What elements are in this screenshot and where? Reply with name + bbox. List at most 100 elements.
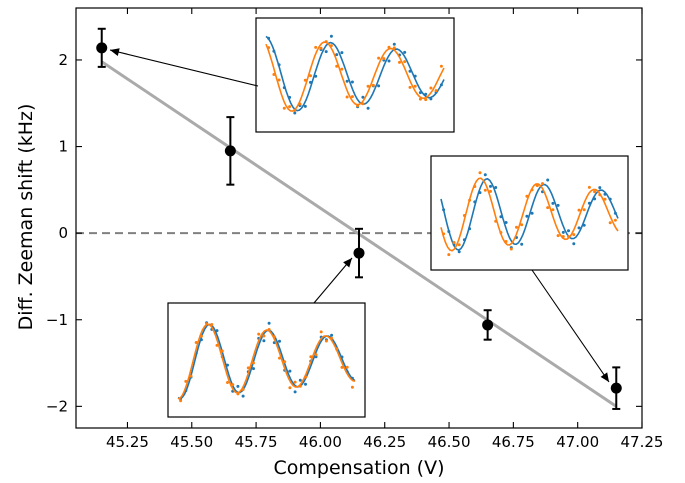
inset-data-dot xyxy=(314,353,318,357)
inset-data-dot xyxy=(489,189,492,193)
inset-data-dot xyxy=(387,45,391,49)
inset-data-dot xyxy=(319,330,323,334)
inset-data-dot xyxy=(608,197,612,201)
inset-data-dot xyxy=(314,45,318,49)
inset-data-dot xyxy=(335,347,339,351)
inset-data-dot xyxy=(262,339,266,343)
inset-data-dot xyxy=(429,86,433,90)
inset-data-dot xyxy=(298,378,302,382)
inset-data-dot xyxy=(530,211,534,215)
inset-data-dot xyxy=(377,84,381,88)
inset-data-dot xyxy=(252,361,255,365)
data-point-0 xyxy=(96,27,108,68)
inset-data-dot xyxy=(282,86,286,90)
x-tick-label: 45.25 xyxy=(106,433,149,451)
inset-data-dot xyxy=(567,235,570,239)
x-axis-label: Compensation (V) xyxy=(274,457,445,479)
inset-data-dot xyxy=(582,208,586,212)
inset-data-dot xyxy=(525,194,529,198)
inset-data-dot xyxy=(515,225,518,229)
inset-data-dot xyxy=(382,57,386,61)
x-tick-label: 46.00 xyxy=(299,433,342,451)
inset-data-dot xyxy=(194,341,198,344)
inset-data-dot xyxy=(361,102,365,106)
inset-data-dot xyxy=(499,215,503,219)
inset-data-dot xyxy=(520,223,524,227)
inset-data-dot xyxy=(345,365,349,369)
inset-data-dot xyxy=(418,97,422,101)
inset-data-dot xyxy=(288,386,292,390)
inset-data-dot xyxy=(366,106,370,110)
inset-data-dot xyxy=(593,190,597,194)
inset-data-dot xyxy=(457,243,461,247)
point-marker xyxy=(96,42,108,54)
inset-data-dot xyxy=(408,85,412,89)
inset-data-dot xyxy=(335,53,339,57)
inset-data-dot xyxy=(210,323,214,326)
inset-data-dot xyxy=(345,95,349,99)
inset-data-dot xyxy=(551,201,555,205)
inset-data-dot xyxy=(277,78,281,82)
arrow-head xyxy=(110,48,120,57)
inset-data-dot xyxy=(199,338,203,342)
inset-data-dot xyxy=(267,321,271,325)
inset-data-dot xyxy=(215,343,219,347)
inset-data-dot xyxy=(424,98,428,102)
inset-data-dot xyxy=(462,238,466,242)
inset-data-dot xyxy=(483,188,487,192)
inset-data-dot xyxy=(613,218,617,222)
inset-data-dot xyxy=(309,74,312,78)
inset-data-dot xyxy=(504,240,508,243)
inset-data-dot xyxy=(288,95,292,99)
inset-data-dot xyxy=(330,333,334,337)
point-marker xyxy=(610,382,622,394)
inset-data-dot xyxy=(398,60,401,64)
inset-data-dot xyxy=(556,203,560,207)
inset-data-dot xyxy=(439,83,443,87)
inset-data-dot xyxy=(478,171,482,175)
inset-data-dot xyxy=(520,242,524,246)
inset-data-dot xyxy=(226,363,229,367)
inset-data-dot xyxy=(267,328,271,331)
inset-data-dot xyxy=(272,73,276,76)
inset-data-dot xyxy=(530,188,534,192)
point-marker xyxy=(224,145,236,157)
inset-data-dot xyxy=(184,379,188,383)
inset-data-dot xyxy=(593,197,597,201)
inset-data-dot xyxy=(278,356,281,360)
inset-data-dot xyxy=(282,106,286,110)
inset-data-dot xyxy=(371,83,375,87)
point-marker xyxy=(482,319,494,331)
inset-data-dot xyxy=(468,227,472,231)
inset-data-dot xyxy=(546,206,550,210)
inset-data-dot xyxy=(241,394,245,398)
inset-data-dot xyxy=(429,97,433,101)
inset-data-dot xyxy=(473,185,477,188)
inset-data-dot xyxy=(447,253,451,257)
inset-data-dot xyxy=(457,250,461,254)
inset-data-dot xyxy=(272,335,276,339)
inset-data-dot xyxy=(179,399,183,403)
data-point-2 xyxy=(353,227,365,279)
inset-data-dot xyxy=(377,56,381,60)
y-tick-label: −1 xyxy=(46,311,68,329)
inset-data-dot xyxy=(298,102,302,106)
inset-data-dot xyxy=(278,339,281,343)
y-axis-label: Diff. Zeeman shift (kHz) xyxy=(15,104,37,331)
inset-data-dot xyxy=(356,104,360,108)
inset-data-dot xyxy=(324,339,328,343)
inset-data-dot xyxy=(236,384,240,388)
inset-data-dot xyxy=(272,49,276,53)
y-tick-label: 1 xyxy=(58,138,68,156)
x-tick-label: 45.75 xyxy=(235,433,278,451)
inset-data-dot xyxy=(319,46,323,50)
inset-data-dot xyxy=(561,235,565,238)
inset-data-dot xyxy=(439,64,443,68)
inset-data-dot xyxy=(205,322,209,326)
inset-data-dot xyxy=(494,219,498,223)
inset-data-dot xyxy=(189,374,193,378)
y-tick-label: 2 xyxy=(58,51,68,69)
inset-data-dot xyxy=(324,50,328,54)
inset-data-dot xyxy=(387,59,391,63)
